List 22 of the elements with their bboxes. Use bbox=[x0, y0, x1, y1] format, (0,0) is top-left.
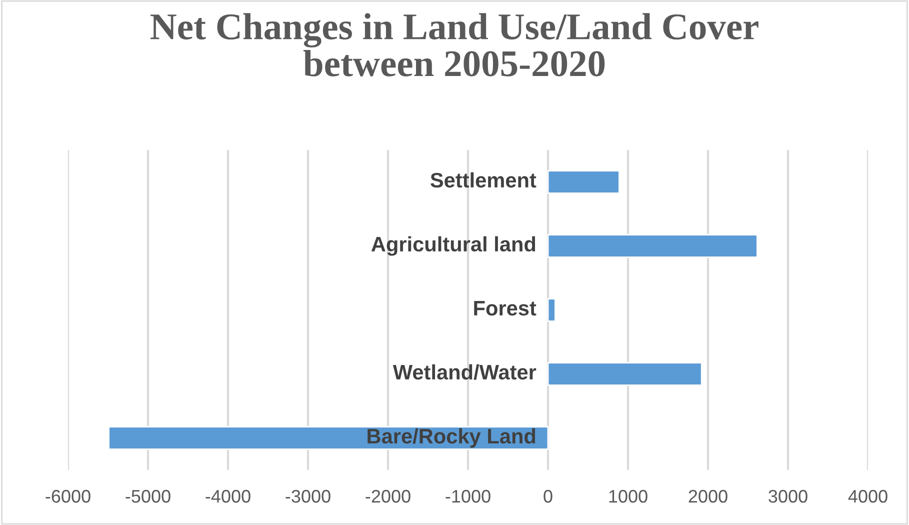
y-tick-label: Wetland/Water bbox=[392, 364, 536, 380]
x-tick-label: 0 bbox=[544, 490, 552, 503]
x-tick-label: 2000 bbox=[688, 490, 728, 503]
bar bbox=[547, 170, 620, 194]
x-tick-label: 4000 bbox=[848, 490, 888, 503]
y-tick-label: Settlement bbox=[430, 172, 536, 188]
y-tick-label: Forest bbox=[474, 301, 536, 316]
x-tick-label: -6000 bbox=[46, 490, 90, 503]
x-tick-label: 1000 bbox=[609, 490, 648, 503]
y-tick-label: Agricultural land bbox=[371, 236, 536, 256]
bar bbox=[547, 362, 702, 386]
x-tick-label: -4000 bbox=[206, 490, 250, 503]
x-tick-label: -5000 bbox=[126, 490, 170, 503]
x-tick-label: -1000 bbox=[446, 490, 490, 503]
y-tick-label: Bare/Rocky Land bbox=[368, 428, 536, 448]
x-tick-label: -3000 bbox=[286, 490, 330, 503]
x-tick-label: 3000 bbox=[768, 490, 808, 503]
x-tick-label: -2000 bbox=[366, 490, 410, 503]
chart-title: Net Changes in Land Use/Land Cover between 2005-2020 bbox=[150, 13, 758, 76]
bar bbox=[547, 234, 758, 258]
bar bbox=[547, 298, 556, 322]
bar bbox=[108, 426, 549, 450]
